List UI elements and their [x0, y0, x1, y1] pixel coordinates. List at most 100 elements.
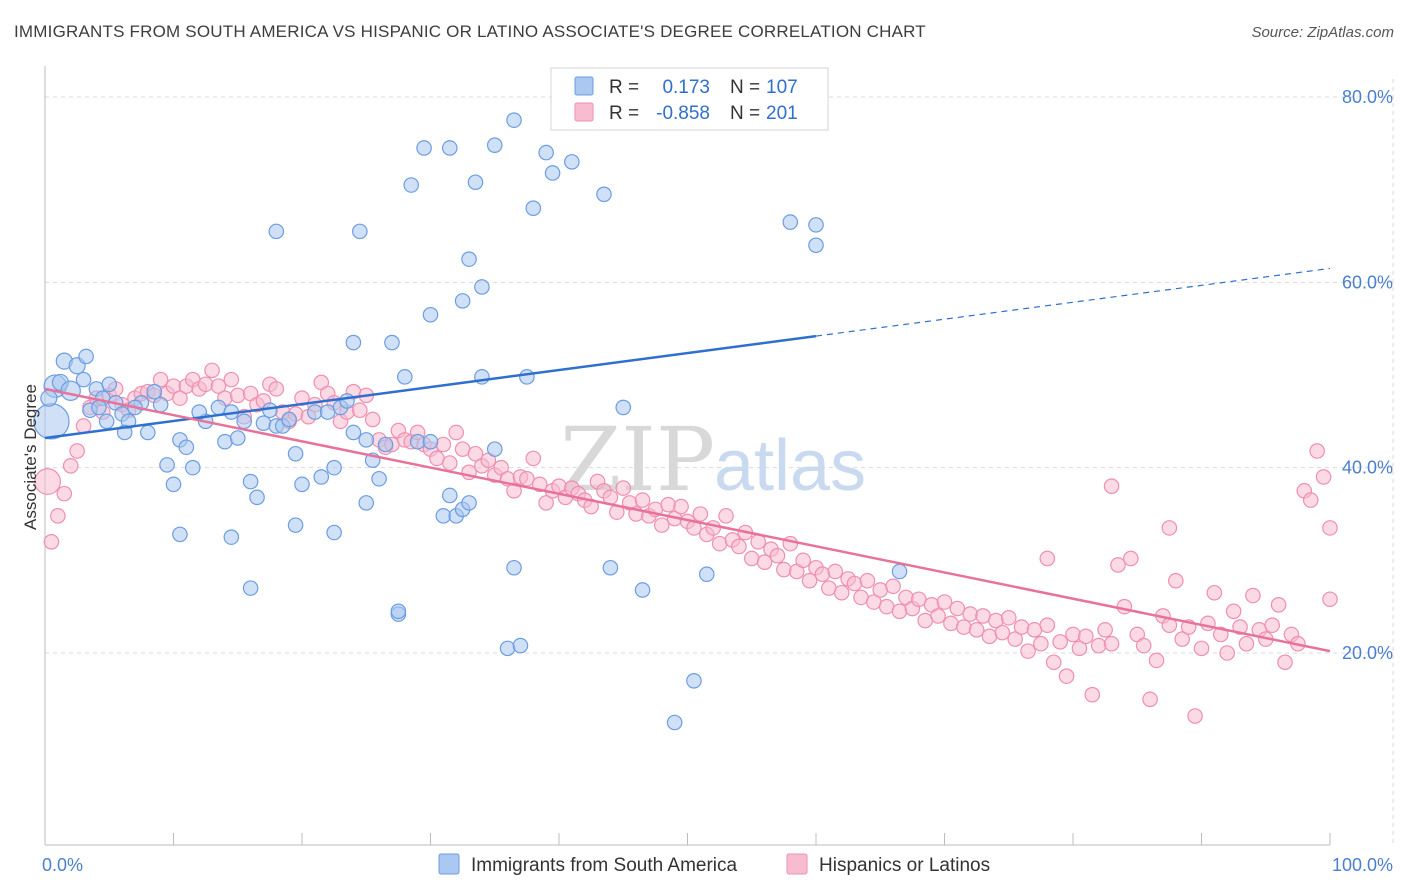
data-point: [525, 450, 542, 467]
data-point: [1206, 584, 1223, 601]
trend-line-immigrants: [44, 334, 817, 440]
data-point: [409, 433, 426, 450]
data-point: [268, 223, 285, 240]
data-point: [204, 362, 220, 379]
data-point: [968, 622, 985, 638]
data-point: [718, 508, 734, 524]
data-point: [1193, 640, 1210, 657]
data-point: [1039, 617, 1056, 633]
data-point: [1161, 520, 1178, 536]
data-point: [454, 441, 471, 457]
data-point: [1020, 643, 1036, 659]
data-point: [1110, 557, 1126, 573]
trend-lines: [44, 267, 1331, 653]
data-point: [75, 371, 92, 388]
data-point: [326, 459, 342, 476]
data-point: [461, 495, 477, 511]
data-point: [1116, 598, 1133, 615]
data-point: [1322, 591, 1338, 608]
x-tick-label: 100.0%: [1332, 855, 1393, 875]
data-point: [1065, 626, 1081, 643]
data-point: [210, 399, 227, 416]
data-point: [422, 306, 439, 323]
data-point: [564, 154, 580, 170]
y-axis-label: Associate's Degree: [21, 384, 40, 530]
data-point: [750, 533, 766, 550]
data-point: [441, 455, 458, 471]
data-point: [1013, 619, 1030, 635]
data-point: [467, 174, 484, 191]
data-point: [101, 376, 118, 393]
data-point: [1045, 654, 1062, 671]
data-point: [1135, 637, 1152, 654]
data-point: [769, 547, 786, 564]
data-point: [499, 640, 516, 657]
y-tick-label: 80.0%: [1342, 87, 1393, 107]
data-point: [743, 550, 760, 567]
legend-box: [550, 67, 829, 131]
legend-label-immigrants: Immigrants from South America: [471, 855, 738, 876]
trend-line-immigrants-extension: [815, 267, 1331, 337]
legend-swatch-blue: [574, 76, 594, 96]
data-point: [403, 177, 420, 193]
data-point: [756, 554, 773, 570]
legend-n-label: N =: [730, 77, 760, 98]
data-point: [140, 424, 156, 441]
data-point: [242, 473, 259, 490]
data-point: [384, 334, 400, 351]
trend-line-hispanics: [44, 387, 1331, 653]
data-point: [698, 566, 715, 583]
data-point: [34, 468, 61, 495]
data-point: [435, 508, 452, 524]
data-point: [416, 140, 432, 156]
data-point: [249, 489, 265, 506]
data-point: [782, 214, 799, 230]
data-point: [891, 603, 908, 620]
data-point: [474, 279, 490, 295]
data-point: [78, 348, 94, 365]
legend-n-label: N =: [730, 103, 760, 124]
data-point: [50, 508, 66, 524]
legend-n-value: 201: [766, 103, 798, 124]
data-point: [345, 424, 362, 441]
legend-swatch-pink: [574, 102, 594, 122]
data-point: [962, 606, 978, 622]
data-point: [91, 399, 107, 416]
data-point: [859, 572, 876, 589]
data-point: [994, 624, 1011, 641]
data-point: [345, 334, 362, 351]
data-point: [538, 495, 554, 511]
data-point: [1245, 587, 1261, 604]
data-point: [56, 485, 73, 502]
stats-legend: R = 0.173 N = 107 R = -0.858 N = 201: [550, 67, 829, 131]
data-point: [686, 672, 702, 689]
data-point: [544, 165, 561, 181]
gridlines: [45, 79, 1394, 845]
data-point: [1232, 619, 1248, 635]
data-point: [673, 498, 689, 515]
data-point: [236, 413, 252, 430]
data-point: [615, 480, 632, 496]
data-point: [1187, 708, 1203, 724]
data-point: [62, 458, 79, 474]
legend-label-hispanics: Hispanics or Latinos: [819, 855, 990, 876]
data-point: [40, 389, 58, 407]
data-point: [1052, 634, 1068, 650]
tick-labels: 20.0% 40.0% 60.0% 80.0% 0.0% 100.0%: [42, 87, 1393, 875]
data-point: [1219, 645, 1235, 661]
data-point: [955, 619, 972, 635]
data-point: [262, 402, 278, 419]
data-point: [326, 524, 342, 541]
data-point: [943, 615, 959, 632]
data-point: [885, 578, 901, 595]
data-point: [975, 608, 991, 624]
data-point: [1212, 626, 1229, 643]
data-point: [1103, 635, 1120, 652]
data-point: [146, 383, 163, 400]
data-point: [776, 561, 792, 578]
data-point: [1302, 492, 1319, 508]
data-point: [634, 492, 651, 508]
data-point: [519, 470, 535, 487]
legend-r-label: R =: [609, 103, 639, 124]
